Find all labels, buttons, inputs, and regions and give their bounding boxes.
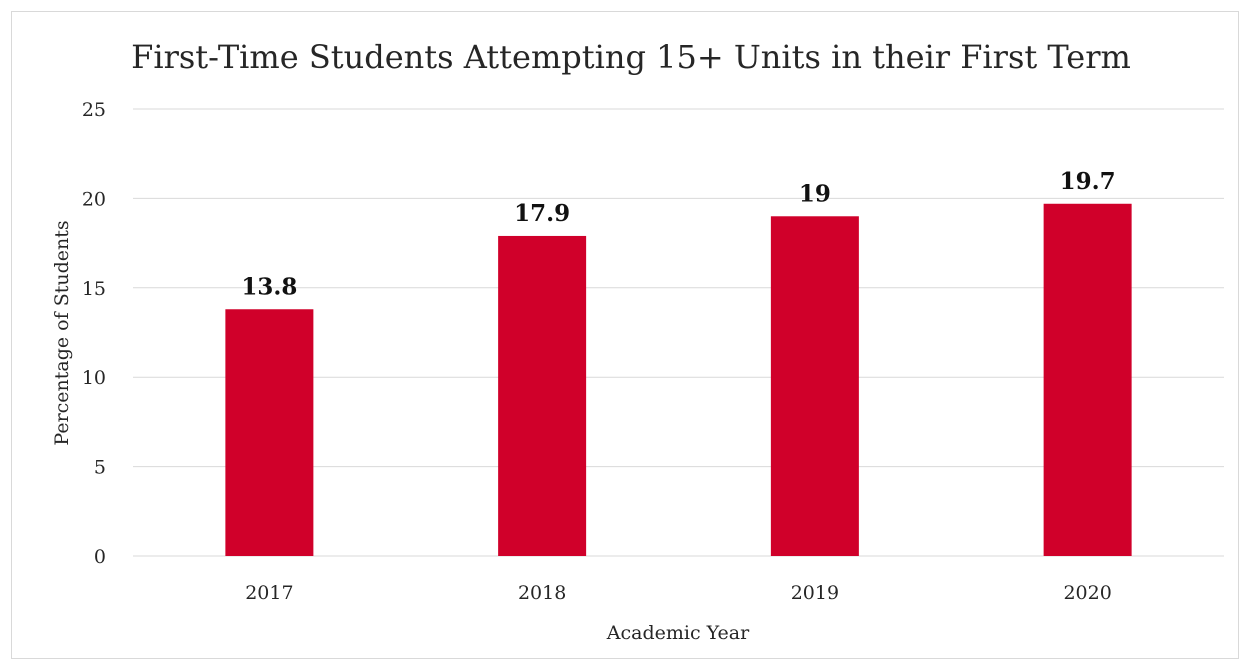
x-tick-label-2020: 2020 <box>1063 582 1111 604</box>
y-tick-label: 10 <box>82 367 106 389</box>
data-label-2017: 13.8 <box>241 273 297 300</box>
y-axis-ticks: 0 5 10 15 20 25 <box>82 99 106 568</box>
y-tick-label: 0 <box>94 546 106 568</box>
y-tick-label: 20 <box>82 188 106 210</box>
bar-2019 <box>770 216 859 556</box>
chart-frame <box>11 11 1239 659</box>
x-tick-label-2017: 2017 <box>245 582 293 604</box>
bar-2017 <box>225 309 314 556</box>
y-tick-label: 15 <box>82 278 106 300</box>
x-tick-label-2019: 2019 <box>791 582 839 604</box>
y-axis-title: Percentage of Students <box>51 220 73 445</box>
y-tick-label: 5 <box>94 457 106 479</box>
x-tick-label-2018: 2018 <box>518 582 566 604</box>
bar-2020 <box>1043 203 1132 556</box>
bar-2018 <box>498 235 587 556</box>
data-label-2018: 17.9 <box>514 200 570 227</box>
chart-title: First-Time Students Attempting 15+ Units… <box>131 38 1131 76</box>
gridlines <box>133 108 1224 557</box>
data-label-2020: 19.7 <box>1060 168 1116 195</box>
data-labels: 13.8 17.9 19 19.7 <box>241 168 1115 300</box>
bars <box>225 203 1132 556</box>
x-axis-title: Academic Year <box>606 622 750 644</box>
x-axis-ticks: 2017 2018 2019 2020 <box>245 582 1112 604</box>
y-tick-label: 25 <box>82 99 106 121</box>
data-label-2019: 19 <box>799 180 831 207</box>
